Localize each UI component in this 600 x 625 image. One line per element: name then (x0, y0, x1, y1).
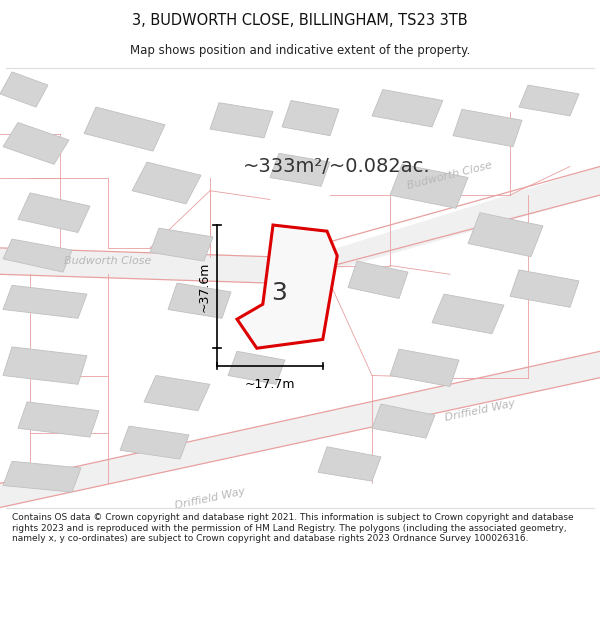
Text: 3: 3 (271, 281, 287, 306)
Polygon shape (468, 213, 543, 257)
Text: Map shows position and indicative extent of the property.: Map shows position and indicative extent… (130, 44, 470, 57)
Polygon shape (372, 89, 443, 127)
Polygon shape (453, 109, 522, 147)
Polygon shape (228, 351, 285, 384)
Polygon shape (18, 402, 99, 437)
Polygon shape (0, 351, 600, 508)
Text: Contains OS data © Crown copyright and database right 2021. This information is : Contains OS data © Crown copyright and d… (12, 513, 574, 543)
Text: Driffield Way: Driffield Way (174, 486, 246, 511)
Polygon shape (3, 239, 72, 272)
Text: ~37.6m: ~37.6m (197, 261, 211, 312)
Polygon shape (210, 102, 273, 138)
Polygon shape (510, 270, 579, 308)
Polygon shape (120, 426, 189, 459)
Polygon shape (372, 404, 435, 438)
Text: Budworth Close: Budworth Close (64, 256, 152, 266)
Polygon shape (150, 228, 213, 261)
Polygon shape (390, 349, 459, 386)
Polygon shape (270, 153, 330, 186)
Polygon shape (18, 193, 90, 232)
Text: 3, BUDWORTH CLOSE, BILLINGHAM, TS23 3TB: 3, BUDWORTH CLOSE, BILLINGHAM, TS23 3TB (132, 12, 468, 28)
Polygon shape (84, 107, 165, 151)
Polygon shape (270, 166, 600, 283)
Polygon shape (132, 162, 201, 204)
Polygon shape (3, 122, 69, 164)
Text: ~17.7m: ~17.7m (245, 378, 295, 391)
Text: Driffield Way: Driffield Way (444, 398, 516, 423)
Polygon shape (3, 285, 87, 318)
Polygon shape (0, 72, 48, 107)
Polygon shape (3, 347, 87, 384)
Polygon shape (237, 225, 337, 348)
Polygon shape (519, 85, 579, 116)
Polygon shape (3, 461, 81, 492)
Polygon shape (282, 101, 339, 136)
Polygon shape (390, 164, 468, 208)
Polygon shape (318, 447, 381, 481)
Polygon shape (144, 376, 210, 411)
Polygon shape (432, 294, 504, 334)
Polygon shape (348, 261, 408, 299)
Text: Budworth Close: Budworth Close (406, 160, 494, 191)
Text: ~333m²/~0.082ac.: ~333m²/~0.082ac. (243, 157, 431, 176)
Polygon shape (168, 283, 231, 318)
Polygon shape (0, 248, 288, 283)
